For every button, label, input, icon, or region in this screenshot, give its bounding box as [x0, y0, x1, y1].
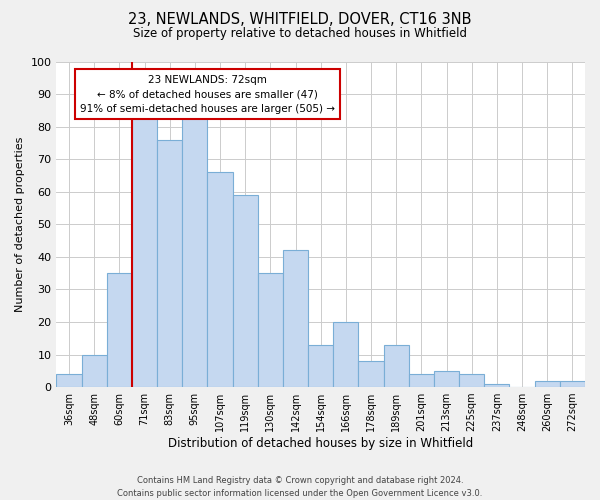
Bar [208, 172, 233, 387]
Bar [358, 361, 383, 387]
Bar [560, 380, 585, 387]
Text: 23 NEWLANDS: 72sqm
← 8% of detached houses are smaller (47)
91% of semi-detached: 23 NEWLANDS: 72sqm ← 8% of detached hous… [80, 74, 335, 114]
X-axis label: Distribution of detached houses by size in Whitfield: Distribution of detached houses by size … [168, 437, 473, 450]
Bar [409, 374, 434, 387]
Bar [484, 384, 509, 387]
Text: Contains HM Land Registry data © Crown copyright and database right 2024.
Contai: Contains HM Land Registry data © Crown c… [118, 476, 482, 498]
Bar [383, 345, 409, 387]
Bar [333, 322, 358, 387]
Bar [157, 140, 182, 387]
Bar [107, 273, 132, 387]
Bar [56, 374, 82, 387]
Bar [283, 250, 308, 387]
Bar [434, 371, 459, 387]
Bar [258, 273, 283, 387]
Bar [459, 374, 484, 387]
Bar [82, 354, 107, 387]
Bar [132, 117, 157, 387]
Bar [182, 117, 208, 387]
Y-axis label: Number of detached properties: Number of detached properties [15, 136, 25, 312]
Bar [535, 380, 560, 387]
Text: 23, NEWLANDS, WHITFIELD, DOVER, CT16 3NB: 23, NEWLANDS, WHITFIELD, DOVER, CT16 3NB [128, 12, 472, 28]
Bar [308, 345, 333, 387]
Bar [233, 195, 258, 387]
Text: Size of property relative to detached houses in Whitfield: Size of property relative to detached ho… [133, 28, 467, 40]
